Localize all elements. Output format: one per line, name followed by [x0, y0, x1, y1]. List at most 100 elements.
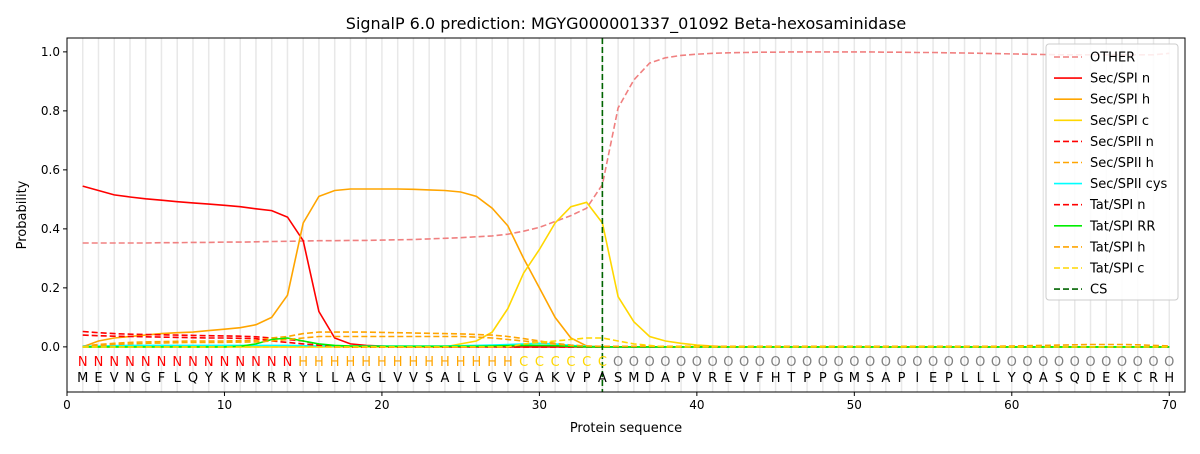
residue-label: Q — [1070, 371, 1080, 386]
residue-label: R — [1149, 371, 1158, 386]
region-label: H — [472, 355, 482, 370]
residue-label: V — [566, 371, 575, 386]
region-label: O — [1133, 355, 1143, 370]
x-tick-label: 10 — [217, 398, 232, 412]
residue-label: V — [110, 371, 119, 386]
residue-label: L — [992, 371, 1000, 386]
region-label: H — [409, 355, 419, 370]
region-label: O — [849, 355, 859, 370]
residue-label: A — [881, 371, 890, 386]
residue-label: M — [235, 371, 246, 386]
region-label: O — [896, 355, 906, 370]
residue-label: Y — [1007, 371, 1016, 386]
residue-label: V — [503, 371, 512, 386]
region-label: O — [739, 355, 749, 370]
region-label: O — [1117, 355, 1127, 370]
residue-label: S — [614, 371, 622, 386]
region-label: H — [377, 355, 387, 370]
legend-label: Tat/SPI h — [1089, 240, 1146, 255]
residue-label: S — [425, 371, 433, 386]
region-label: N — [235, 355, 245, 370]
residue-label: S — [866, 371, 874, 386]
residue-label: S — [1055, 371, 1063, 386]
x-tick-label: 30 — [532, 398, 547, 412]
region-label: H — [346, 355, 356, 370]
legend-label: Sec/SPII h — [1090, 156, 1154, 171]
y-tick-label: 0.0 — [41, 340, 60, 354]
region-label: O — [1054, 355, 1064, 370]
legend-label: Sec/SPII n — [1090, 135, 1154, 150]
region-label: H — [503, 355, 513, 370]
residue-label: E — [1102, 371, 1110, 386]
residue-label: K — [551, 371, 560, 386]
residue-label: H — [771, 371, 781, 386]
residue-label: Y — [204, 371, 213, 386]
region-label: H — [424, 355, 434, 370]
region-label: O — [1070, 355, 1080, 370]
residue-label: E — [94, 371, 102, 386]
legend-label: Sec/SPI h — [1090, 93, 1150, 108]
region-label: O — [613, 355, 623, 370]
region-label: O — [645, 355, 655, 370]
residue-label: P — [945, 371, 953, 386]
residue-label: G — [361, 371, 371, 386]
residue-label: D — [1086, 371, 1096, 386]
residue-label: A — [1039, 371, 1048, 386]
region-label: O — [944, 355, 954, 370]
residue-label: V — [692, 371, 701, 386]
region-label: O — [865, 355, 875, 370]
residue-label: G — [834, 371, 844, 386]
region-label: N — [94, 355, 104, 370]
residue-label: L — [378, 371, 386, 386]
residue-label: E — [724, 371, 732, 386]
legend-label: CS — [1090, 283, 1107, 298]
residue-label: Y — [298, 371, 307, 386]
region-label: H — [487, 355, 497, 370]
residue-label: M — [77, 371, 88, 386]
region-label: O — [1148, 355, 1158, 370]
residue-label: V — [393, 371, 402, 386]
series-line-sec-spi-c — [82, 201, 1170, 348]
region-label: N — [125, 355, 135, 370]
region-label: N — [78, 355, 88, 370]
legend-label: Sec/SPII cys — [1090, 177, 1168, 192]
x-tick-label: 70 — [1162, 398, 1177, 412]
x-tick-label: 60 — [1004, 398, 1019, 412]
residue-label: T — [786, 371, 795, 386]
legend-label: Tat/SPI n — [1089, 198, 1146, 213]
region-label: O — [786, 355, 796, 370]
region-label: O — [959, 355, 969, 370]
region-label: O — [975, 355, 985, 370]
x-tick-label: 20 — [374, 398, 389, 412]
residue-label: Q — [188, 371, 198, 386]
region-label: N — [157, 355, 167, 370]
residue-label: V — [740, 371, 749, 386]
plot-frame — [66, 37, 1186, 393]
region-label: O — [660, 355, 670, 370]
residue-label: H — [1164, 371, 1174, 386]
legend: OTHER Sec/SPI n Sec/SPI h Sec/SPI c Sec/SPII… — [1045, 43, 1179, 301]
region-label: O — [1022, 355, 1032, 370]
region-label: C — [551, 355, 560, 370]
residue-label: G — [487, 371, 497, 386]
region-label: O — [770, 355, 780, 370]
residue-label: L — [457, 371, 465, 386]
residue-label: L — [174, 371, 182, 386]
region-label: C — [598, 355, 607, 370]
region-label: O — [1038, 355, 1048, 370]
residue-label: P — [898, 371, 906, 386]
region-label: N — [267, 355, 277, 370]
residue-label: K — [220, 371, 229, 386]
x-tick-label: 50 — [847, 398, 862, 412]
region-label: O — [802, 355, 812, 370]
residue-label: L — [961, 371, 969, 386]
region-label: H — [440, 355, 450, 370]
region-label: C — [582, 355, 591, 370]
legend-label: OTHER — [1090, 51, 1135, 66]
residue-label: M — [628, 371, 639, 386]
region-label: O — [833, 355, 843, 370]
residue-label: P — [677, 371, 685, 386]
y-tick-label: 0.4 — [41, 222, 60, 236]
series-line-sec-spi-h — [82, 188, 1170, 348]
y-axis-label: Probability — [15, 180, 30, 249]
